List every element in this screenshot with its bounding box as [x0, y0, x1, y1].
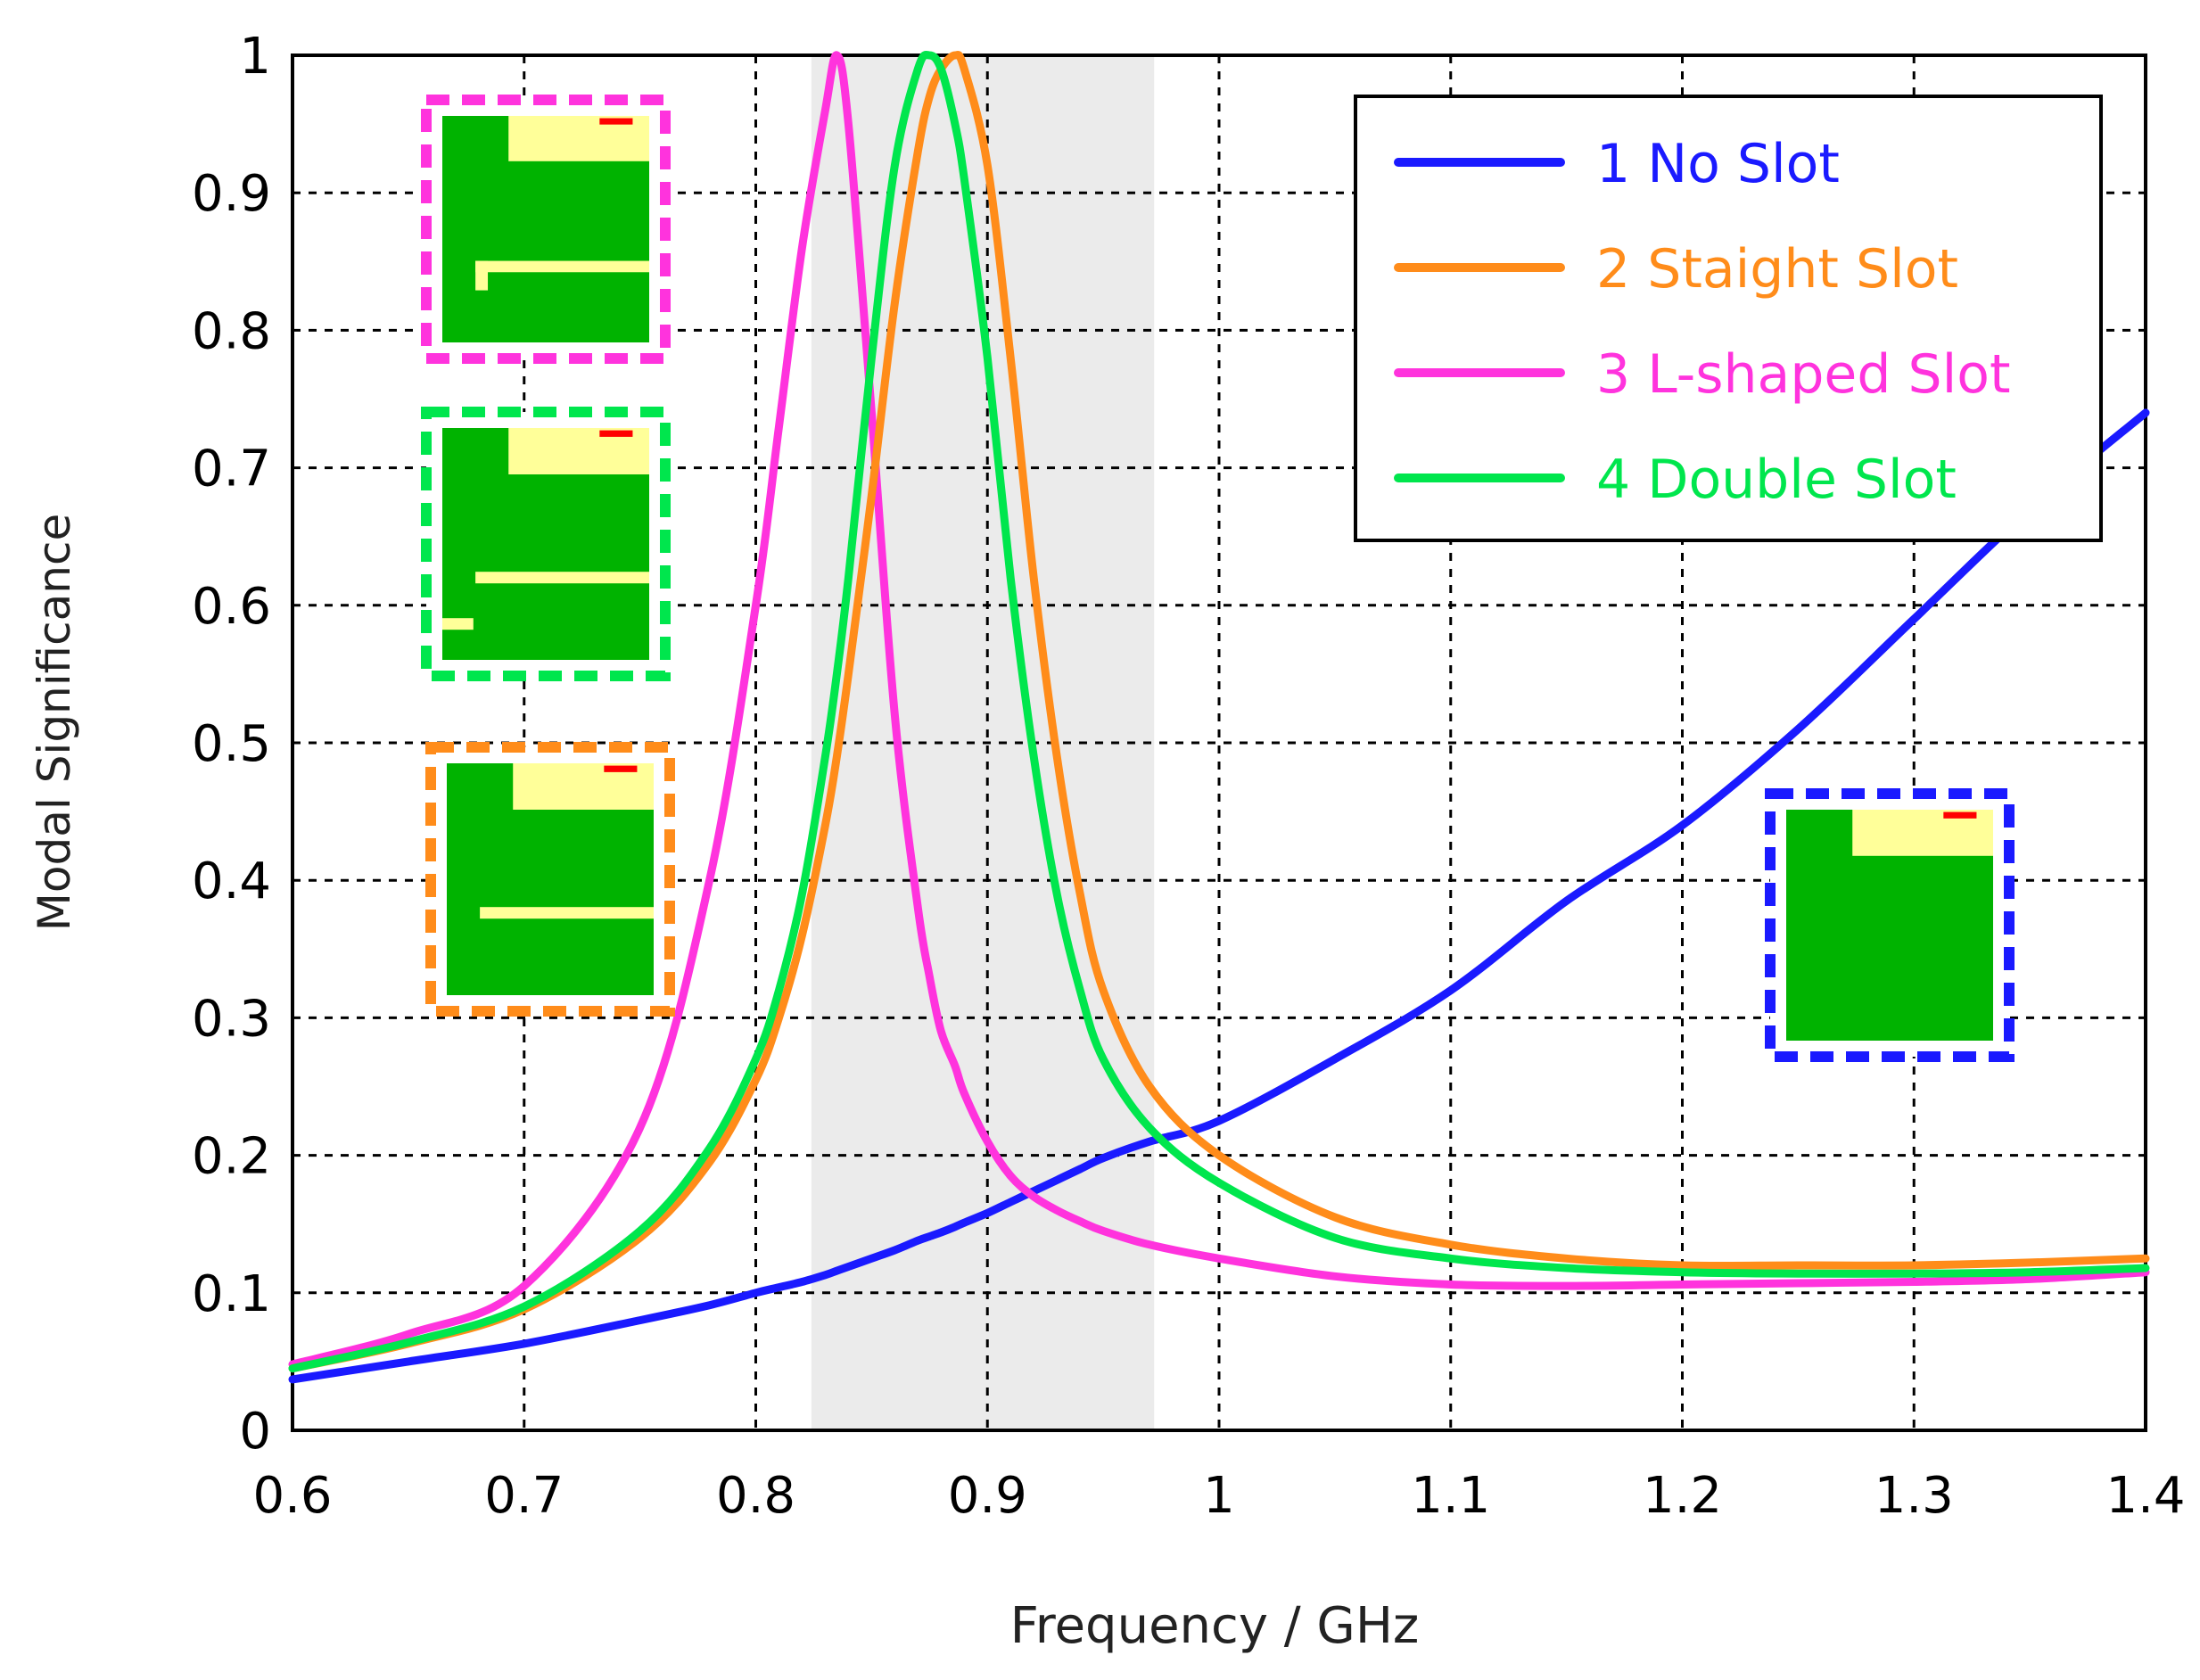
y-tick-label: 0 [239, 1403, 271, 1461]
feed-point [1943, 811, 1977, 819]
slot [480, 907, 654, 919]
l-shaped-slot-inset [421, 95, 671, 364]
plot-frame [291, 54, 2147, 1432]
y-tick-label: 0.3 [192, 990, 271, 1048]
x-tick-label: 1.1 [1411, 1467, 1490, 1525]
slot [475, 572, 649, 584]
straight-slot-inset [425, 742, 675, 1017]
x-tick-label: 1.4 [2105, 1467, 2185, 1525]
slot [475, 260, 649, 273]
legend-box [1354, 95, 2103, 542]
x-tick-label: 0.8 [716, 1467, 795, 1525]
legend-label: 1 No Slot [1596, 133, 1840, 195]
series-line-1 [288, 408, 2150, 1384]
x-axis-label: Frequency / GHz [1010, 1597, 1420, 1655]
legend: 1 No Slot 2 Staight Slot 3 L-shaped Slot 4 … [1354, 95, 2103, 542]
x-tick-label: 0.9 [948, 1467, 1027, 1525]
x-tick-label: 0.7 [484, 1467, 564, 1525]
series-line-2 [288, 50, 2150, 1373]
series-layer [288, 50, 2150, 1384]
x-tick-label: 1.3 [1875, 1467, 1954, 1525]
legend-label: 2 Staight Slot [1596, 238, 1958, 301]
y-tick-label: 0.7 [192, 441, 271, 498]
x-tick-label: 1.2 [1643, 1467, 1722, 1525]
x-tick-label: 0.6 [252, 1467, 332, 1525]
no-slot-inset [1765, 788, 2015, 1062]
x-tick-label: 1 [1203, 1467, 1235, 1525]
series-line-4 [288, 50, 2150, 1373]
y-tick-label: 0.1 [192, 1265, 271, 1323]
y-tick-label: 0.4 [192, 852, 271, 910]
y-tick-label: 0.8 [192, 302, 271, 360]
slot-short [442, 618, 474, 630]
y-tick-label: 0.2 [192, 1128, 271, 1186]
y-tick-label: 0.6 [192, 578, 271, 636]
antenna-insets [421, 95, 2015, 1062]
series-line-3 [288, 51, 2150, 1369]
feed-point [599, 118, 633, 125]
feed-point [599, 430, 633, 437]
double-slot-inset [421, 407, 671, 681]
legend-label: 3 L-shaped Slot [1596, 343, 2010, 406]
y-tick-label: 0.9 [192, 165, 271, 223]
y-tick-label: 0.5 [192, 715, 271, 773]
tick-labels: 0.6 0.7 0.8 0.9 1 1.1 1.2 1.3 1.4 0 0.1 0.2 0.3 0.4 0.… [192, 28, 2186, 1525]
y-axis-label: Modal Significance [29, 514, 80, 931]
feed-point [604, 765, 638, 772]
legend-label: 4 Double Slot [1596, 449, 1957, 511]
y-tick-label: 1 [239, 28, 271, 86]
slot-leg [475, 260, 489, 291]
